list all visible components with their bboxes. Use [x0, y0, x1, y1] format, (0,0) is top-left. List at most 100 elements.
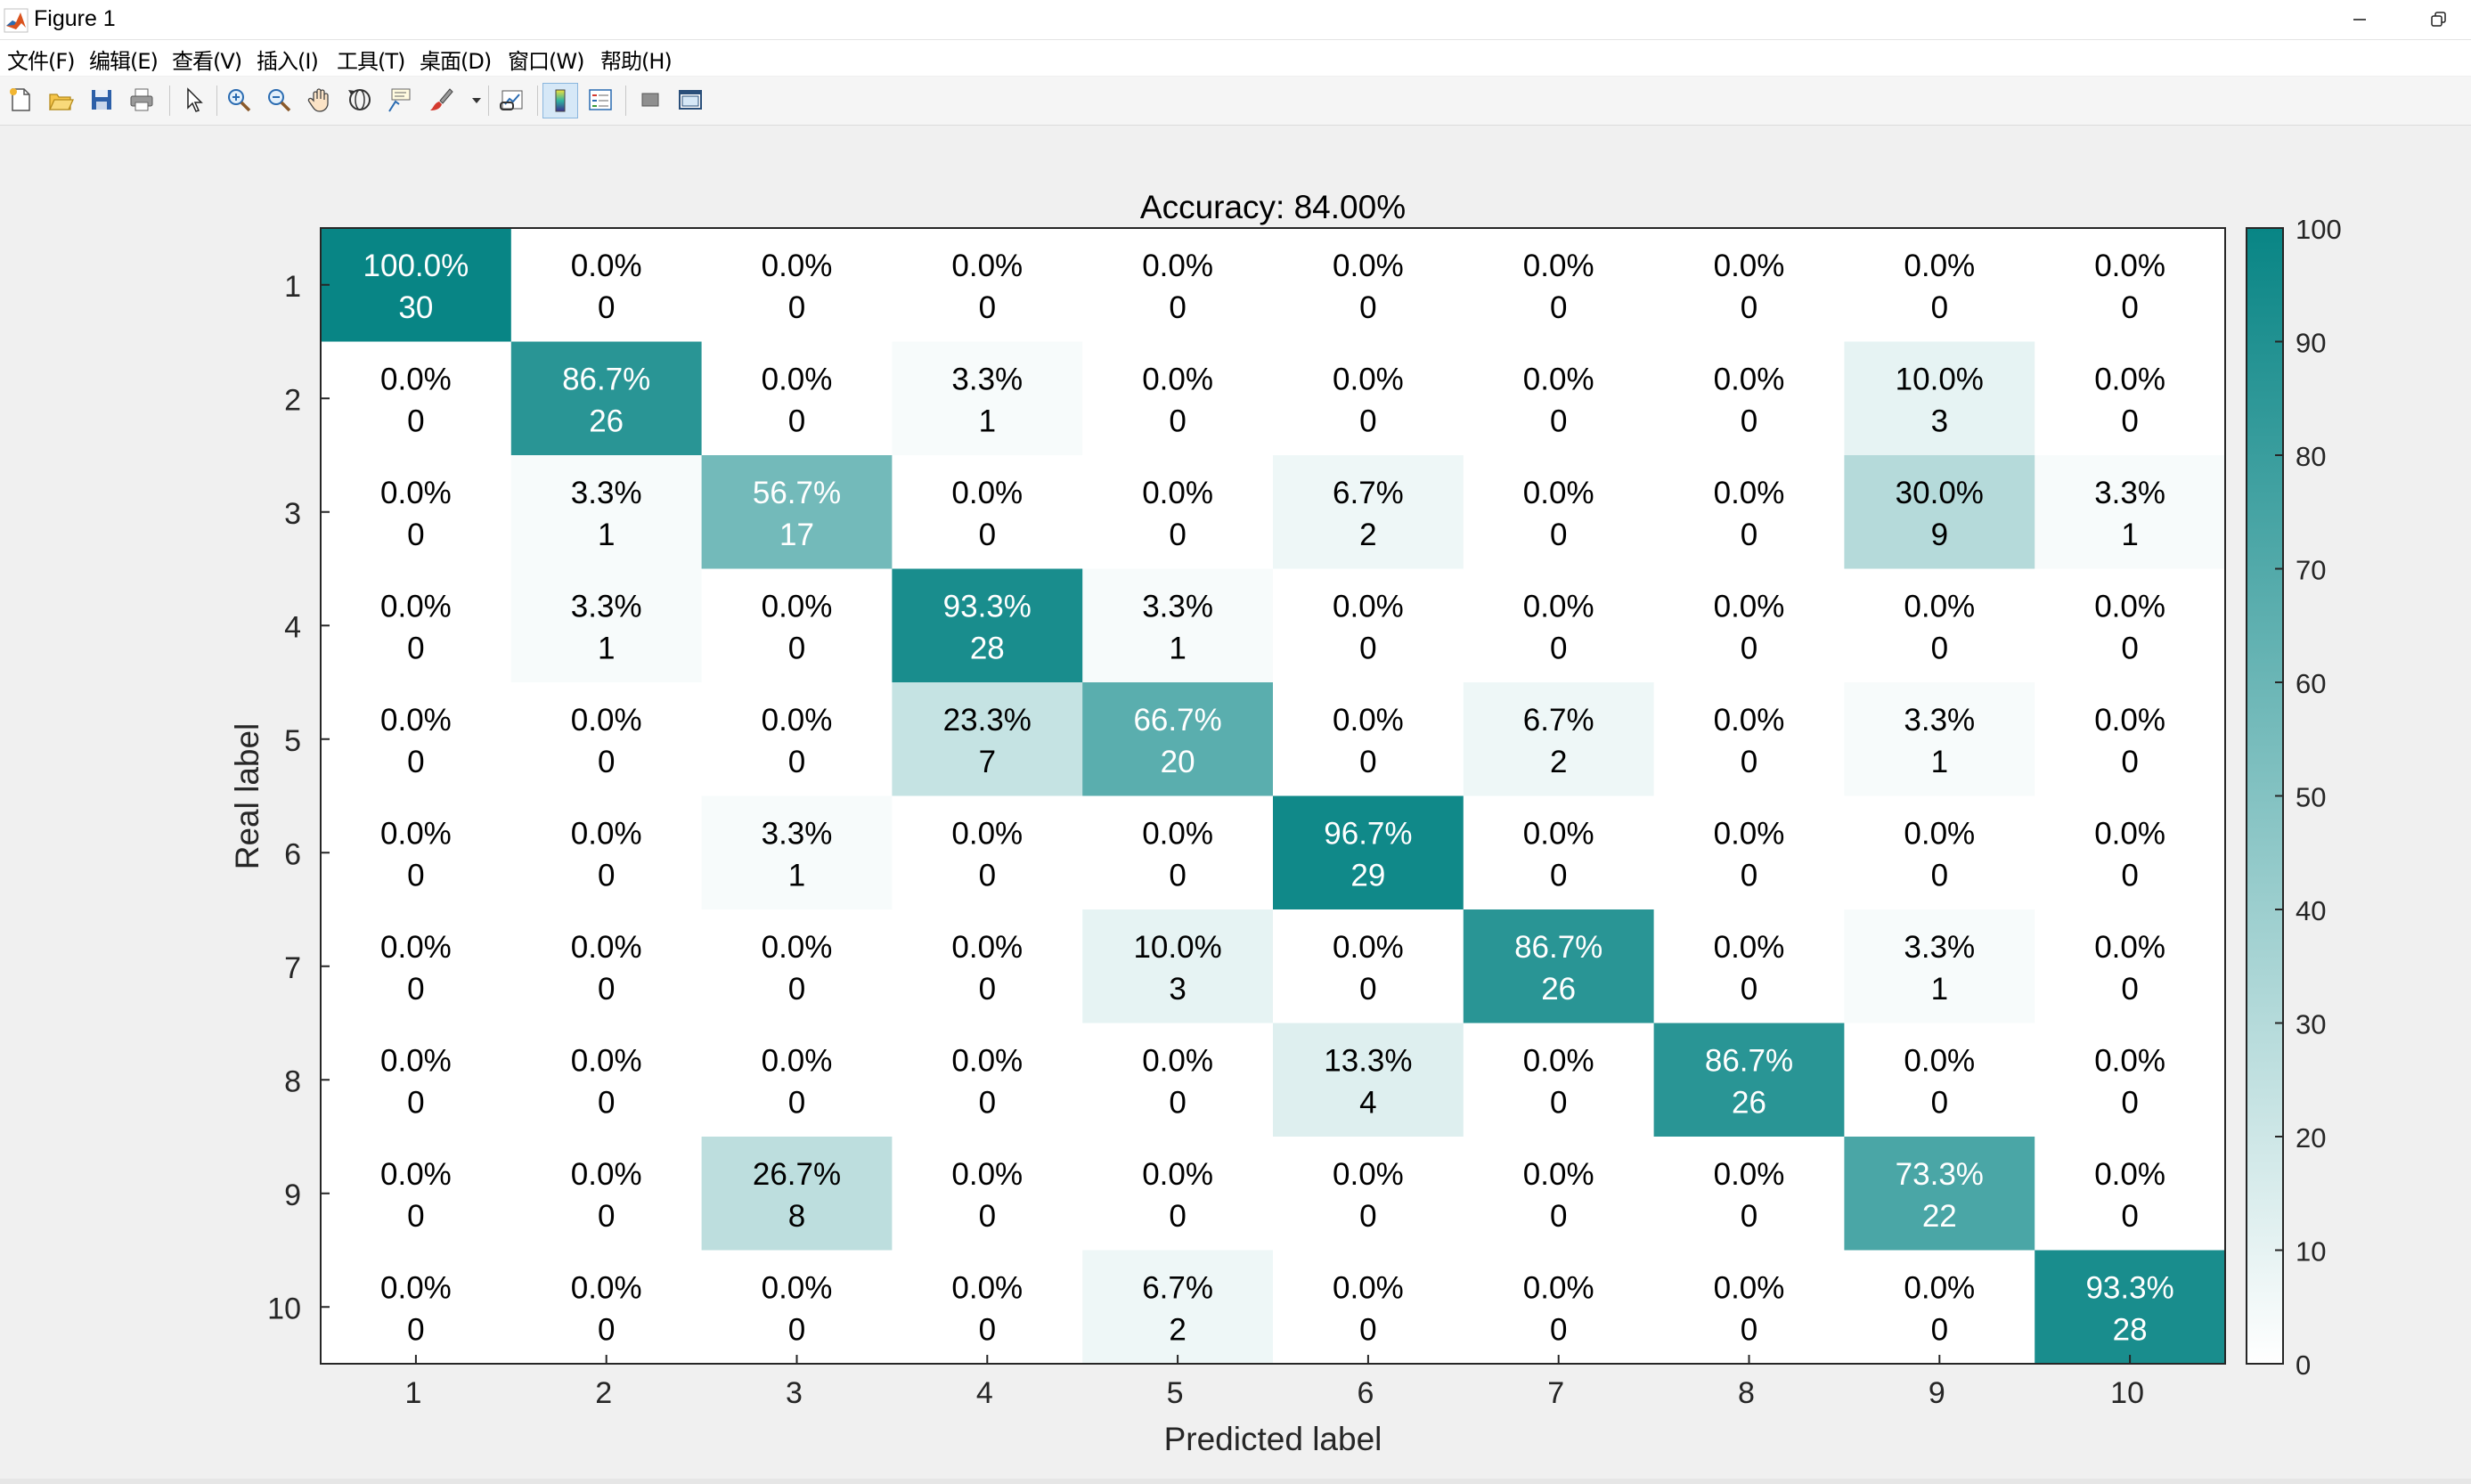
cell-percentage-label: 0.0% — [762, 362, 833, 396]
minimize-icon — [2353, 19, 2366, 20]
cell-count-label: 0 — [598, 290, 615, 325]
pan-button[interactable] — [303, 83, 337, 117]
cell-percentage-label: 0.0% — [1333, 249, 1404, 283]
x-tick-label: 4 — [976, 1376, 993, 1410]
new-figure-button[interactable] — [4, 83, 37, 117]
link-plot-button[interactable] — [495, 83, 529, 117]
cell-percentage-label: 0.0% — [1714, 816, 1785, 851]
cell-percentage-label: 0.0% — [2094, 930, 2165, 965]
hide-plot-tools-button[interactable] — [633, 83, 667, 117]
cell-percentage-label: 0.0% — [1333, 589, 1404, 624]
cell-percentage-label: 3.3% — [571, 476, 642, 510]
heatmap-cell — [1653, 909, 1845, 1023]
cell-percentage-label: 0.0% — [1714, 249, 1785, 283]
zoom-in-button[interactable] — [222, 83, 256, 117]
cell-percentage-label: 0.0% — [762, 249, 833, 283]
zoom-out-button[interactable] — [262, 83, 296, 117]
cell-count-label: 0 — [1741, 1312, 1757, 1347]
heatmap-cell — [2035, 228, 2226, 342]
rotate-3d-button[interactable] — [343, 83, 377, 117]
heatmap-cell — [1844, 795, 2035, 910]
cell-percentage-label: 3.3% — [571, 589, 642, 624]
y-axis-label: Real label — [229, 723, 265, 870]
cell-percentage-label: 0.0% — [1333, 703, 1404, 738]
y-tick-labels: 1 2 3 4 5 6 7 8 9 10 — [267, 270, 330, 1325]
x-tick-label: 7 — [1547, 1376, 1564, 1410]
heatmap-cell — [1082, 455, 1274, 569]
heatmap-cell — [701, 1023, 893, 1137]
cell-percentage-label: 0.0% — [1142, 1157, 1213, 1192]
cell-percentage-label: 0.0% — [762, 1043, 833, 1078]
save-button[interactable] — [85, 83, 118, 117]
minimize-button[interactable] — [2328, 0, 2391, 39]
heatmap-cell — [1082, 795, 1274, 910]
cell-count-label: 30 — [398, 290, 433, 325]
data-cursor-button[interactable] — [383, 83, 417, 117]
menu-desktop[interactable]: 桌面(D) — [420, 49, 492, 74]
x-tick-label: 1 — [404, 1376, 421, 1410]
cell-percentage-label: 0.0% — [1714, 703, 1785, 738]
cell-percentage-label: 0.0% — [571, 249, 642, 283]
cell-count-label: 0 — [407, 518, 424, 552]
heatmap-cell — [1273, 682, 1464, 796]
heatmap-cell — [1844, 682, 2035, 796]
colorbar-button[interactable] — [542, 83, 578, 118]
cell-count-label: 0 — [788, 631, 805, 665]
print-button[interactable] — [125, 83, 159, 117]
heatmap-cell — [1463, 455, 1655, 569]
cell-count-label: 0 — [1741, 1199, 1757, 1234]
cell-percentage-label: 0.0% — [380, 476, 452, 510]
cell-percentage-label: 10.0% — [1133, 930, 1221, 965]
heatmap-cell — [510, 795, 703, 910]
heatmap-cell — [1463, 795, 1655, 910]
heatmap-cell — [1082, 341, 1274, 456]
cell-count-label: 0 — [1550, 518, 1567, 552]
cell-count-label: 1 — [788, 858, 805, 893]
cell-percentage-label: 100.0% — [363, 249, 469, 283]
heatmap-cell — [510, 568, 703, 683]
x-tick-label: 5 — [1167, 1376, 1184, 1410]
cell-percentage-label: 0.0% — [2094, 249, 2165, 283]
cell-count-label: 0 — [1169, 290, 1186, 325]
cell-percentage-label: 0.0% — [1142, 362, 1213, 396]
cell-count-label: 0 — [2121, 290, 2138, 325]
colorbar-tick-label: 40 — [2296, 895, 2326, 926]
cell-count-label: 1 — [979, 404, 996, 438]
heatmap-cell — [1273, 1023, 1464, 1137]
cell-percentage-label: 86.7% — [562, 362, 650, 396]
show-plot-tools-button[interactable] — [673, 83, 707, 117]
menu-tools[interactable]: 工具(T) — [337, 49, 405, 74]
cell-count-label: 3 — [1931, 404, 1948, 438]
cell-percentage-label: 0.0% — [1714, 930, 1785, 965]
cell-count-label: 26 — [589, 404, 624, 438]
menu-edit[interactable]: 编辑(E) — [89, 49, 159, 74]
cell-percentage-label: 0.0% — [571, 1270, 642, 1305]
cell-percentage-label: 0.0% — [1333, 1270, 1404, 1305]
brush-dropdown-icon[interactable] — [472, 98, 481, 103]
brush-button[interactable] — [424, 83, 458, 117]
x-tick-label: 8 — [1738, 1376, 1755, 1410]
chart-title: Accuracy: 84.00% — [1140, 189, 1406, 225]
open-file-button[interactable] — [44, 83, 77, 117]
cell-count-label: 0 — [979, 972, 996, 1007]
pointer-button[interactable] — [176, 83, 210, 117]
cell-percentage-label: 0.0% — [951, 1157, 1023, 1192]
y-tick-label: 10 — [267, 1292, 301, 1325]
menu-insert[interactable]: 插入(I) — [257, 49, 319, 74]
cell-count-label: 0 — [1169, 1085, 1186, 1120]
confusion-matrix-figure[interactable]: 100.0%300.0%00.0%00.0%00.0%00.0%00.0%00.… — [0, 126, 2471, 1484]
x-tick-label: 10 — [2110, 1376, 2144, 1410]
menu-file[interactable]: 文件(F) — [7, 49, 76, 74]
cell-percentage-label: 93.3% — [2085, 1270, 2173, 1305]
menu-view[interactable]: 查看(V) — [172, 49, 242, 74]
heatmap-cell — [1844, 228, 2035, 342]
colorbar-tick-label: 10 — [2296, 1236, 2326, 1268]
restore-button[interactable] — [2407, 0, 2469, 39]
figure-canvas[interactable]: 100.0% 30 0.0% 0 0.0% 0 0.0% 0 0.0% 0 0.0% 0 0.0% 0 0.… — [0, 126, 2471, 1484]
menu-window[interactable]: 窗口(W) — [508, 49, 584, 74]
heatmap-cell — [321, 228, 512, 342]
cell-count-label: 0 — [1931, 631, 1948, 665]
legend-button[interactable] — [583, 83, 617, 117]
cell-count-label: 0 — [1169, 1199, 1186, 1234]
menu-help[interactable]: 帮助(H) — [600, 49, 673, 74]
